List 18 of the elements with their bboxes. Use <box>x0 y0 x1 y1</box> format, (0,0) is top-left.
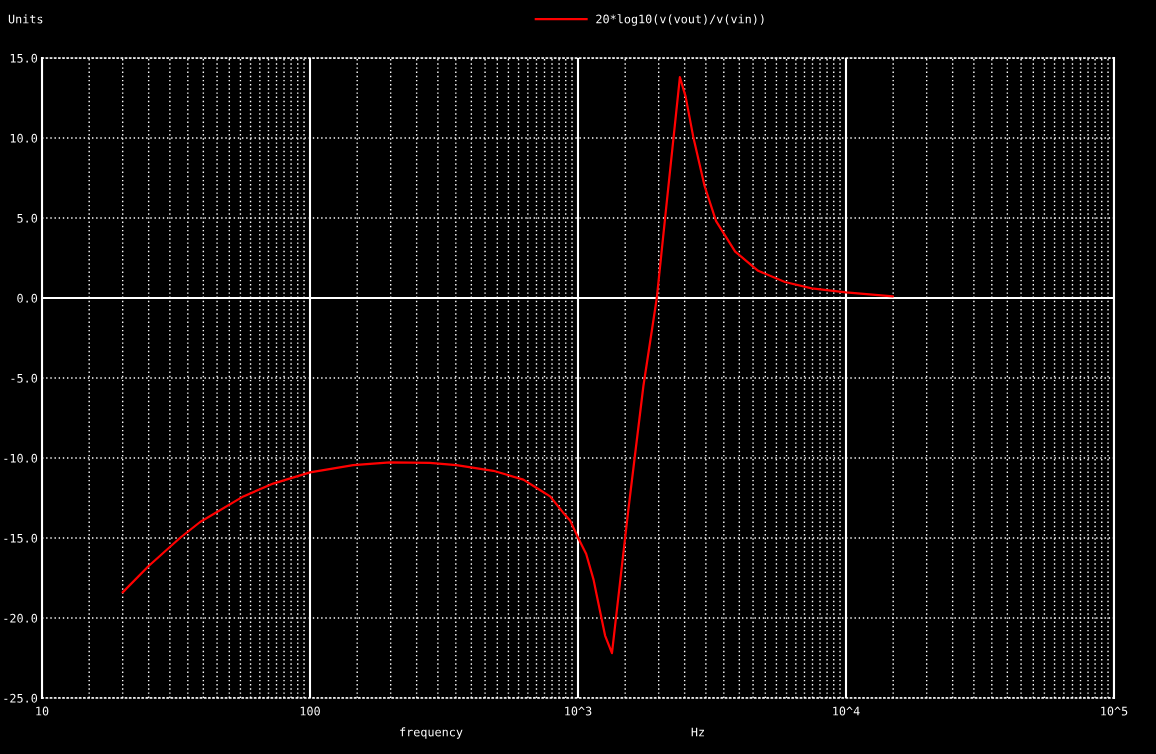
x-tick-label: 10^3 <box>565 706 592 716</box>
y-tick-label: -5.0 <box>11 373 38 383</box>
y-tick-label: 5.0 <box>17 213 38 223</box>
y-tick-label: -20.0 <box>4 613 38 623</box>
x-tick-label: 100 <box>300 706 320 716</box>
y-tick-label: -15.0 <box>4 533 38 543</box>
x-tick-label: 10^4 <box>833 706 860 716</box>
text: Hz <box>691 727 704 737</box>
x-tick-label: 10 <box>36 706 49 716</box>
y-tick-label: 10.0 <box>10 133 38 143</box>
x-tick-label: 10^5 <box>1101 706 1128 716</box>
y-tick-label: 0.0 <box>17 293 38 303</box>
y-tick-label: -25.0 <box>4 693 38 703</box>
y-axis-title: Units <box>8 14 43 24</box>
y-tick-label: -10.0 <box>4 453 38 463</box>
x-axis-title: frequency <box>400 727 463 739</box>
legend-label: 20*log10(v(vout)/v(vin)) <box>596 14 764 26</box>
y-tick-label: 15.0 <box>10 53 38 63</box>
